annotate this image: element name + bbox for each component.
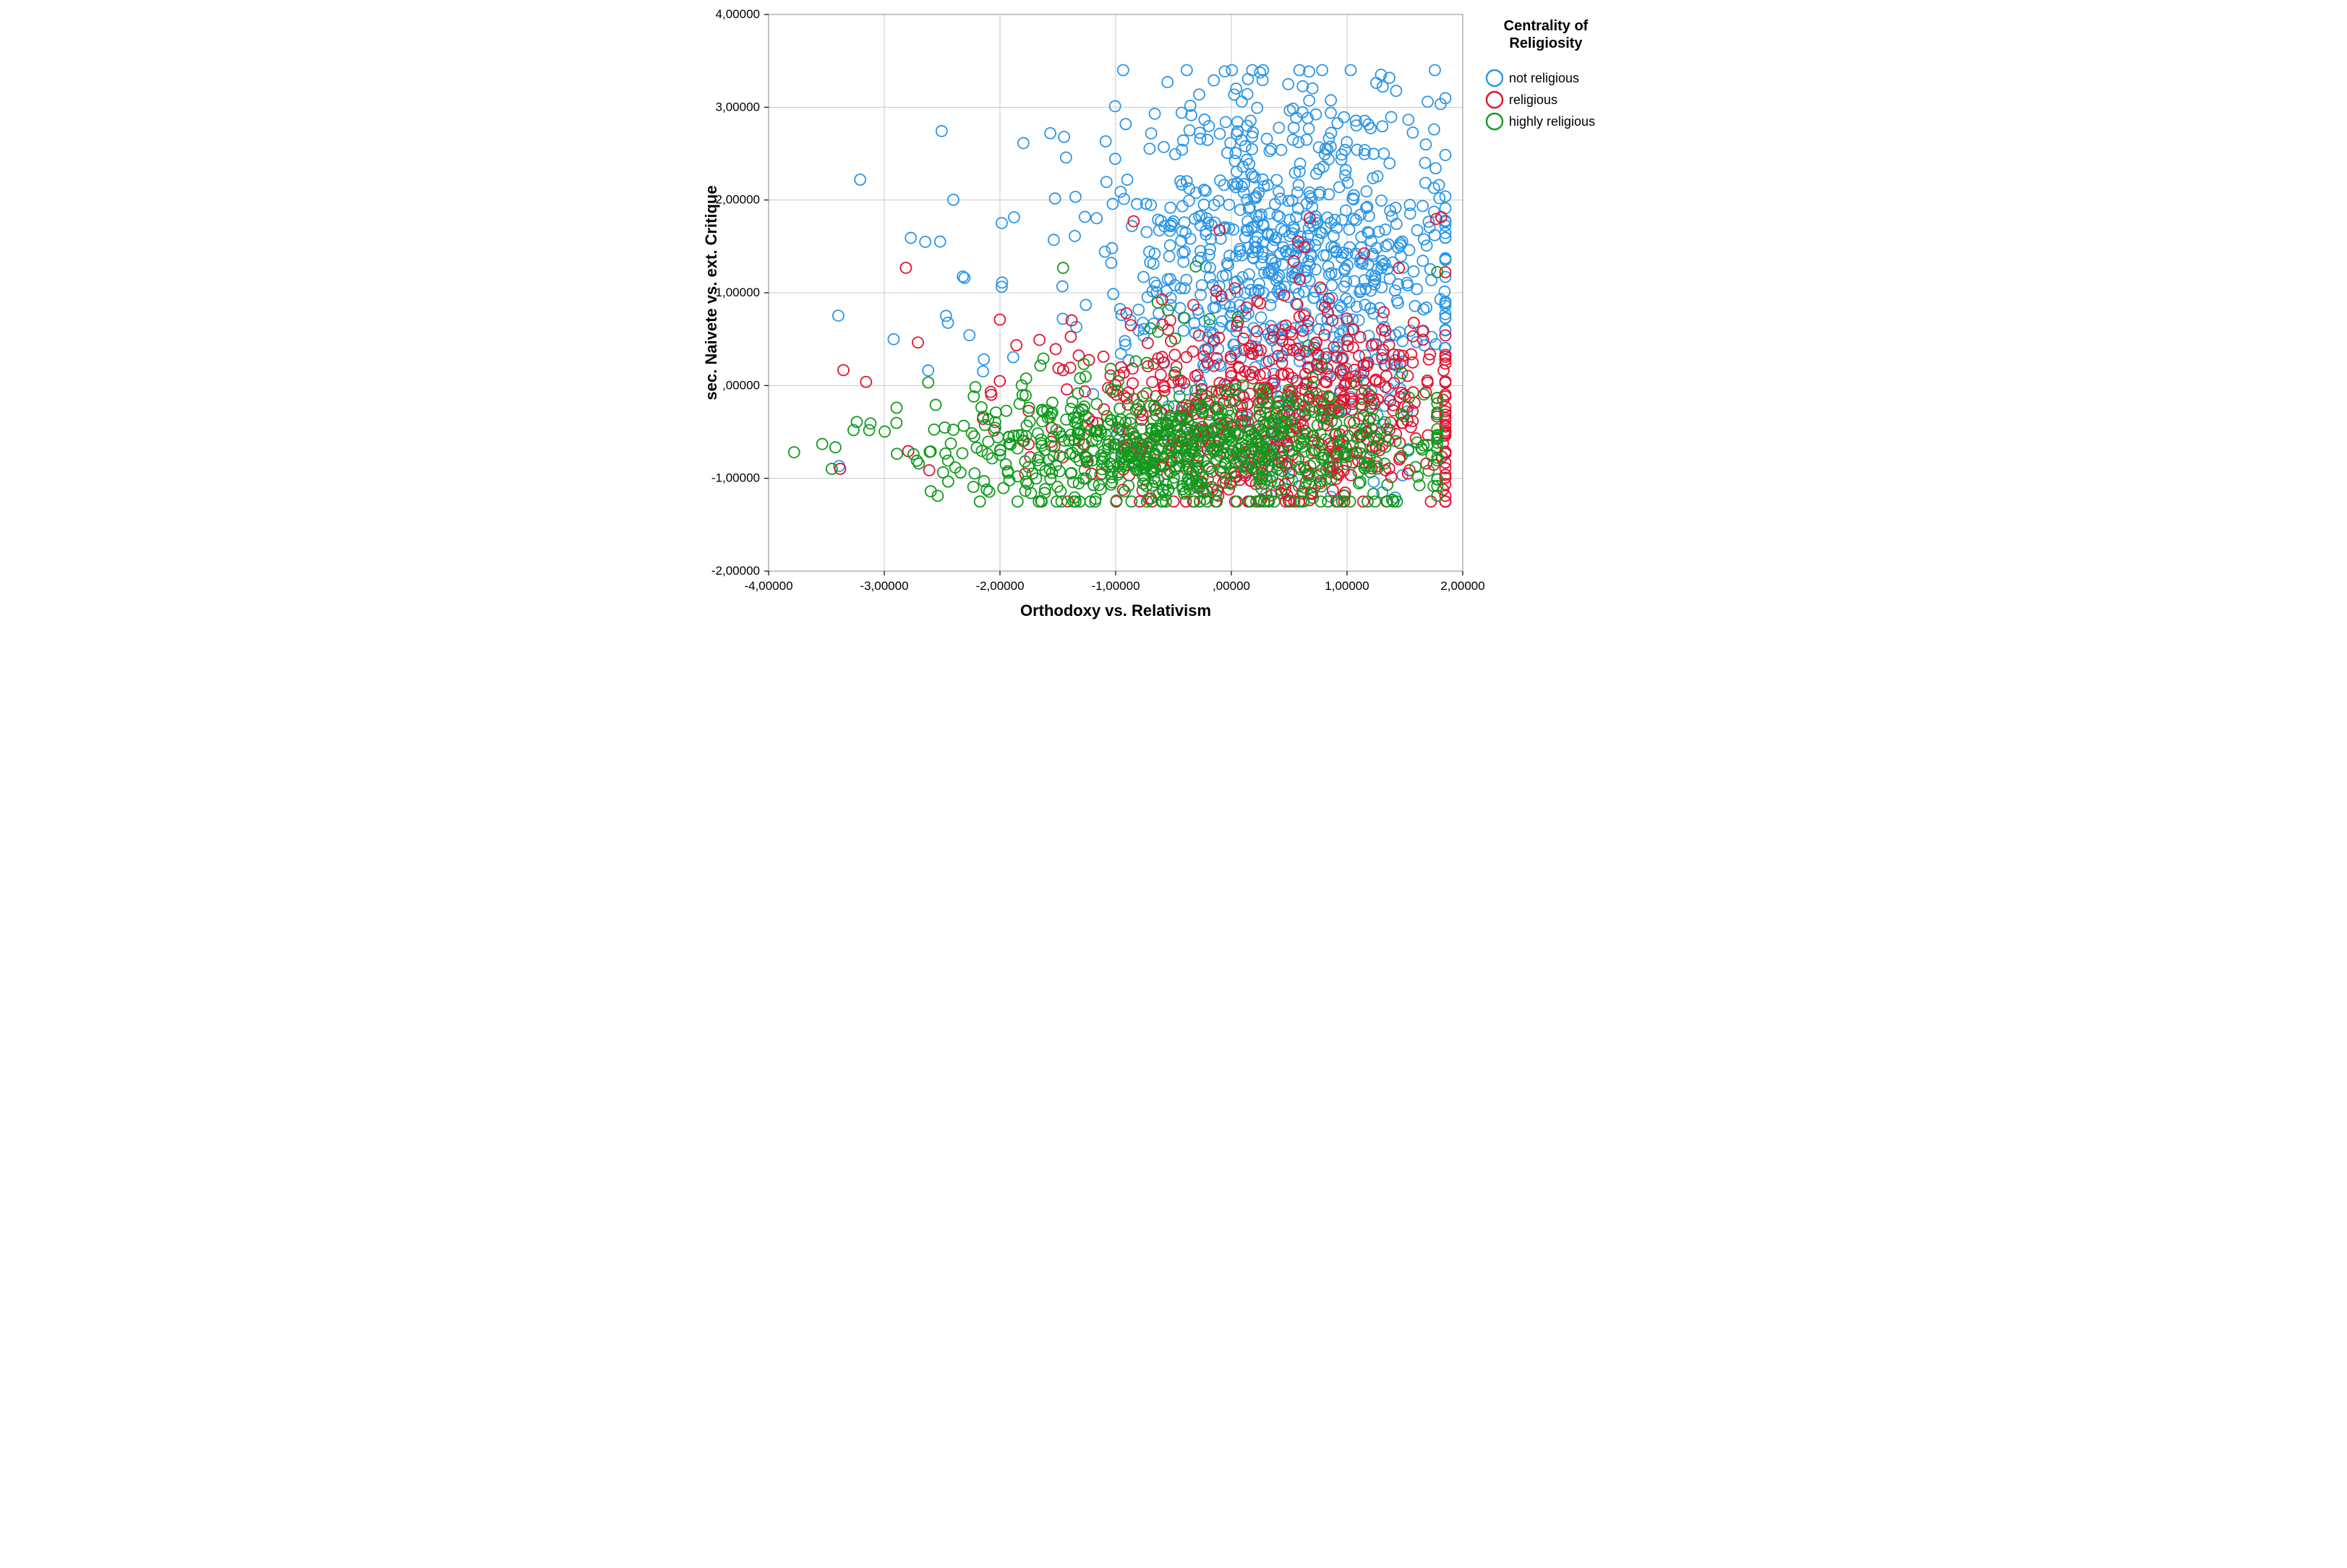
x-axis-label: Orthodoxy vs. Relativism <box>1020 601 1211 620</box>
legend-title-line: Religiosity <box>1509 35 1583 51</box>
x-tick-label: 2,00000 <box>1440 579 1484 593</box>
legend-label-not_religious: not religious <box>1509 71 1579 85</box>
x-tick-label: -4,00000 <box>744 579 792 593</box>
y-tick-label: 2,00000 <box>716 193 760 207</box>
legend-title-line: Centrality of <box>1504 18 1589 34</box>
y-tick-label: ,00000 <box>722 378 760 392</box>
y-tick-label: -1,00000 <box>711 471 760 485</box>
y-axis-label: sec. Naivete vs. ext. Critique <box>702 185 720 400</box>
y-tick-label: 3,00000 <box>716 100 760 113</box>
x-tick-label: 1,00000 <box>1325 579 1369 593</box>
y-tick-label: -2,00000 <box>711 564 760 578</box>
y-tick-label: 4,00000 <box>716 7 760 21</box>
legend-label-religious: religious <box>1509 93 1557 107</box>
x-tick-label: -2,00000 <box>975 579 1024 593</box>
chart-container: -4,00000 -3,00000 -2,00000 -1,00000 ,00000 1,… <box>696 0 1651 638</box>
x-tick-label: -1,00000 <box>1091 579 1140 593</box>
x-tick-label: -3,00000 <box>860 579 908 593</box>
y-tick-label: 1,00000 <box>716 286 760 299</box>
legend-label-highly_religious: highly religious <box>1509 114 1595 129</box>
scatter-chart: -4,00000 -3,00000 -2,00000 -1,00000 ,00000 1,… <box>696 0 1651 638</box>
x-tick-label: ,00000 <box>1213 579 1250 593</box>
